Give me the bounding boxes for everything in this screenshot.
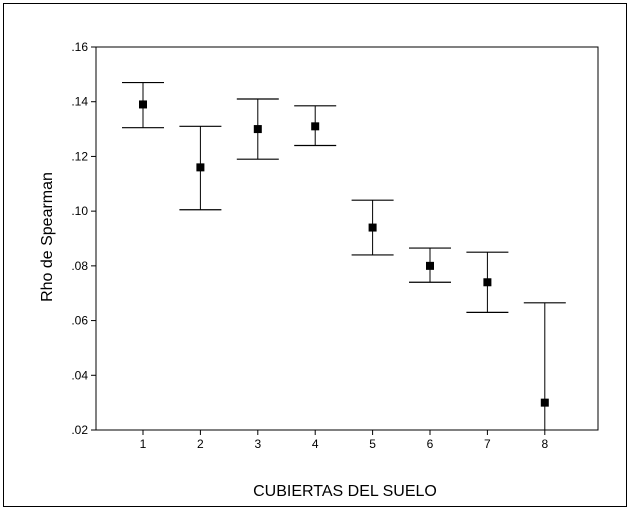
x-tick-label: 1	[140, 437, 147, 451]
data-point	[196, 163, 205, 172]
x-tick-label: 7	[484, 437, 491, 451]
x-tick-label: 2	[197, 437, 204, 451]
data-point	[368, 223, 377, 232]
data-point	[426, 261, 434, 270]
y-tick-label: .10	[71, 204, 88, 218]
x-axis: 1 2 3 4 5 6 7 8	[140, 430, 548, 451]
x-axis-title: CUBIERTAS DEL SUELO	[253, 483, 437, 500]
data-point	[139, 100, 147, 109]
y-tick-label: .06	[71, 314, 88, 328]
x-tick-label: 6	[427, 437, 434, 451]
y-tick-label: .12	[71, 149, 88, 163]
data-point	[483, 278, 492, 287]
data-points	[139, 100, 549, 407]
plot-border	[95, 46, 599, 431]
plot-area	[95, 46, 599, 431]
data-point	[540, 398, 549, 407]
x-tick-label: 8	[541, 437, 548, 451]
x-tick-label: 4	[312, 437, 319, 451]
y-tick-label: .04	[71, 368, 88, 382]
y-tick-label: .16	[71, 40, 88, 54]
y-tick-label: .02	[71, 423, 88, 437]
y-axis-title: Rho de Spearman	[39, 172, 56, 302]
y-axis: .02 .04 .06 .08 .10 .12 .14 .16	[71, 40, 96, 437]
error-bars	[122, 81, 566, 430]
x-tick-label: 5	[369, 437, 376, 451]
y-tick-label: .08	[71, 259, 88, 273]
data-point	[311, 122, 320, 131]
data-point	[253, 125, 262, 134]
x-tick-label: 3	[254, 437, 261, 451]
figure-frame	[3, 3, 627, 507]
y-tick-label: .14	[71, 95, 88, 109]
